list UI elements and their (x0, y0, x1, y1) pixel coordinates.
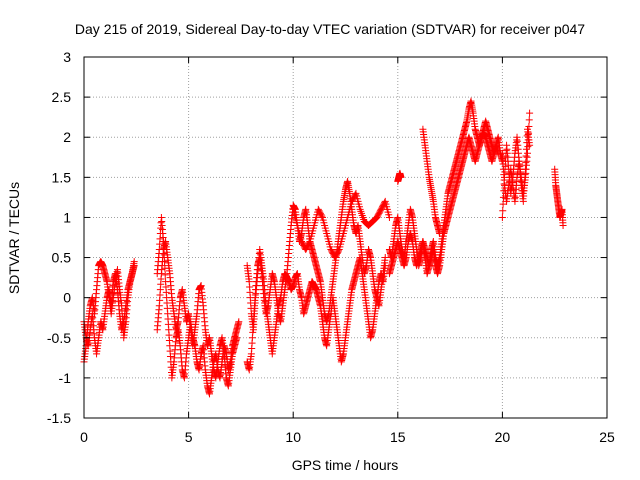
y-tick-label: 1 (63, 209, 71, 225)
x-axis-label: GPS time / hours (292, 457, 399, 473)
y-tick-label: 2.5 (52, 89, 72, 105)
y-tick-label: 0 (63, 290, 71, 306)
data-point (318, 212, 326, 220)
data-point (381, 199, 389, 207)
data-point (559, 221, 567, 229)
data-point (526, 141, 534, 149)
data-point (524, 149, 532, 157)
data-point (161, 271, 169, 279)
data-point (351, 191, 359, 199)
data-point (525, 129, 533, 137)
data-point (305, 239, 313, 247)
data-point (335, 247, 343, 255)
data-point (499, 207, 507, 215)
x-tick-label: 15 (390, 429, 406, 445)
x-tick-label: 0 (80, 429, 88, 445)
data-point (397, 173, 405, 181)
axis-ticks (83, 56, 608, 419)
y-tick-label: -1 (59, 370, 72, 386)
data-point (524, 143, 532, 151)
y-tick-label: 1.5 (52, 169, 72, 185)
y-tick-label: 0.5 (52, 250, 72, 266)
data-point (385, 213, 393, 221)
data-point (525, 123, 533, 131)
data-point (381, 254, 389, 262)
y-axis-label: SDTVAR / TECUs (6, 182, 22, 294)
x-tick-label: 20 (495, 429, 511, 445)
data-points (80, 97, 567, 398)
data-point (436, 229, 444, 237)
data-point (525, 116, 533, 124)
y-tick-label: -0.5 (47, 330, 71, 346)
x-tick-label: 25 (599, 429, 615, 445)
x-tick-label: 10 (285, 429, 301, 445)
y-tick-label: 3 (63, 49, 71, 65)
data-point (526, 109, 534, 117)
plot-frame (83, 56, 608, 419)
data-point (233, 334, 241, 342)
y-tick-label: 2 (63, 129, 71, 145)
data-point (498, 213, 506, 221)
x-tick-labels: 0 5 10 15 20 25 (80, 429, 615, 445)
chart-title: Day 215 of 2019, Sidereal Day-to-day VTE… (75, 21, 585, 37)
x-tick-label: 5 (185, 429, 193, 445)
y-tick-labels: -1.5 -1 -0.5 0 0.5 1 1.5 2 2.5 3 (47, 49, 71, 426)
y-tick-label: -1.5 (47, 410, 71, 426)
data-point (235, 318, 243, 326)
data-point (524, 136, 532, 144)
data-point (130, 258, 138, 266)
